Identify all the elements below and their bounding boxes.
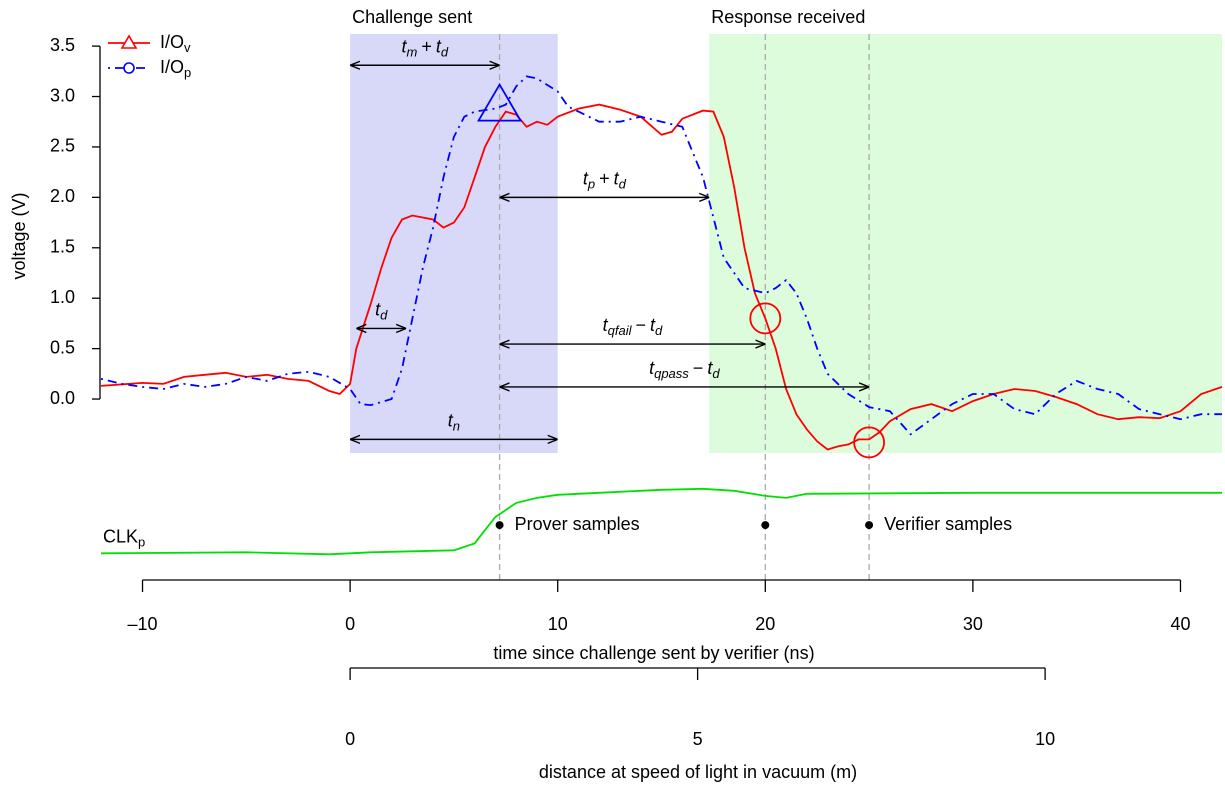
interval-var: t <box>402 36 408 56</box>
distance-tick-label: 10 <box>1035 729 1055 749</box>
interval-op: − <box>635 315 646 335</box>
x-tick-label: 0 <box>345 614 355 634</box>
interval-label: tp + td <box>583 168 627 192</box>
region-label: Response received <box>711 7 865 27</box>
y-tick-label: 3.0 <box>50 85 75 105</box>
sample-label: Verifier samples <box>884 514 1012 534</box>
clk-label-sub: p <box>138 535 145 550</box>
x-tick-label: 30 <box>963 614 983 634</box>
sample-label: Prover samples <box>515 514 640 534</box>
series-line <box>100 75 1222 436</box>
x-tick-label: 40 <box>1170 614 1190 634</box>
interval-sub: d <box>619 177 627 192</box>
interval-sub: d <box>712 366 720 381</box>
interval-var: t <box>375 299 381 319</box>
y-tick-label: 0.5 <box>50 337 75 357</box>
legend-marker <box>123 62 135 74</box>
interval-op: − <box>693 358 704 378</box>
interval-sub: p <box>587 177 595 192</box>
interval-op: + <box>421 36 432 56</box>
interval-sub: qfail <box>608 324 633 339</box>
series-line <box>100 103 1223 451</box>
y-tick-label: 3.5 <box>50 35 75 55</box>
clk-label: CLKp <box>103 526 145 550</box>
interval-sub: m <box>407 45 418 60</box>
region <box>350 34 558 453</box>
interval-op: + <box>599 168 610 188</box>
y-tick-label: 1.0 <box>50 287 75 307</box>
interval-var: t <box>650 315 656 335</box>
interval-var: t <box>707 358 713 378</box>
y-tick-label: 2.5 <box>50 136 75 156</box>
x-tick-label: 20 <box>755 614 775 634</box>
interval-sub: d <box>380 308 388 323</box>
legend-label-sub: p <box>184 65 191 80</box>
x-axis-title: time since challenge sent by verifier (n… <box>493 643 814 663</box>
legend-label: I/Op <box>160 57 191 81</box>
region-label: Challenge sent <box>352 7 472 27</box>
interval-sub: d <box>655 324 663 339</box>
legend-label-main: I/O <box>160 32 184 52</box>
sample-dot <box>865 521 874 530</box>
legend-marker <box>120 34 138 49</box>
interval-var: t <box>603 315 609 335</box>
interval-label: tqfail − td <box>603 315 663 339</box>
interval-var: t <box>436 36 442 56</box>
interval-label: tm + td <box>402 36 449 60</box>
y-tick-label: 2.0 <box>50 186 75 206</box>
distance-tick-label: 0 <box>345 729 355 749</box>
legend-label-main: I/O <box>160 57 184 77</box>
x-tick-label: –10 <box>127 614 157 634</box>
highlight-circle <box>853 426 885 459</box>
y-tick-label: 1.5 <box>50 237 75 257</box>
highlight-circle <box>749 302 782 335</box>
interval-label: tn <box>448 410 460 434</box>
interval-var: t <box>614 168 620 188</box>
legend-label-sub: v <box>184 40 191 55</box>
series-line <box>100 487 1222 556</box>
highlight-triangle <box>477 82 523 122</box>
interval-sub: n <box>453 419 460 434</box>
legend-label: I/Ov <box>160 32 191 56</box>
clk-label-main: CLK <box>103 526 138 546</box>
distance-tick-label: 5 <box>693 729 703 749</box>
y-axis-title: voltage (V) <box>9 192 29 279</box>
interval-label: td <box>375 299 388 323</box>
interval-var: t <box>649 358 655 378</box>
sample-dot <box>761 521 770 530</box>
x-tick-label: 10 <box>548 614 568 634</box>
interval-label: tqpass − td <box>649 358 720 382</box>
interval-var: t <box>448 410 454 430</box>
distance-axis-title: distance at speed of light in vacuum (m) <box>539 762 857 782</box>
interval-sub: qpass <box>654 366 689 381</box>
interval-sub: d <box>441 45 449 60</box>
interval-var: t <box>583 168 589 188</box>
y-tick-label: 0.0 <box>50 388 75 408</box>
sample-dot <box>495 521 504 530</box>
